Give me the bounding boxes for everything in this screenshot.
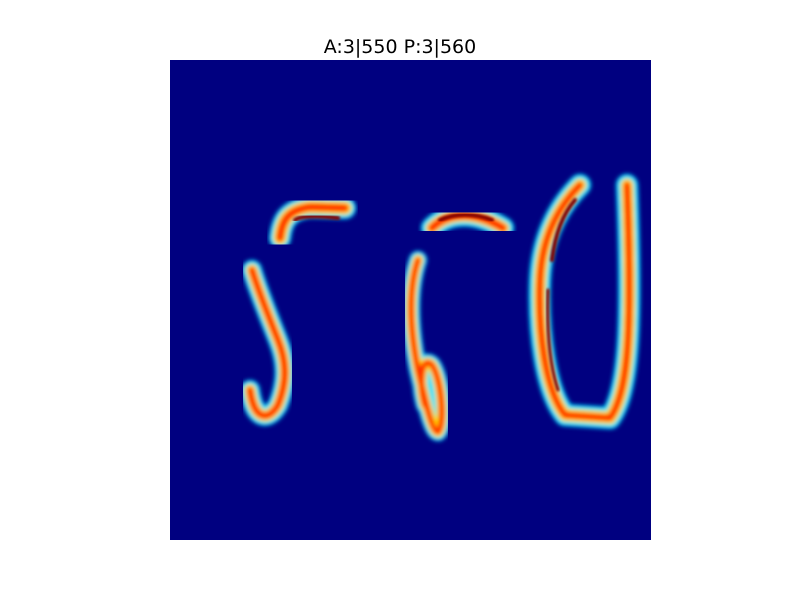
figure-title: A:3|550 P:3|560 [323, 36, 477, 58]
digit-6 [402, 204, 514, 441]
digit-0 [528, 174, 641, 429]
heatmap-image [170, 60, 651, 540]
digit-5 [240, 196, 356, 426]
